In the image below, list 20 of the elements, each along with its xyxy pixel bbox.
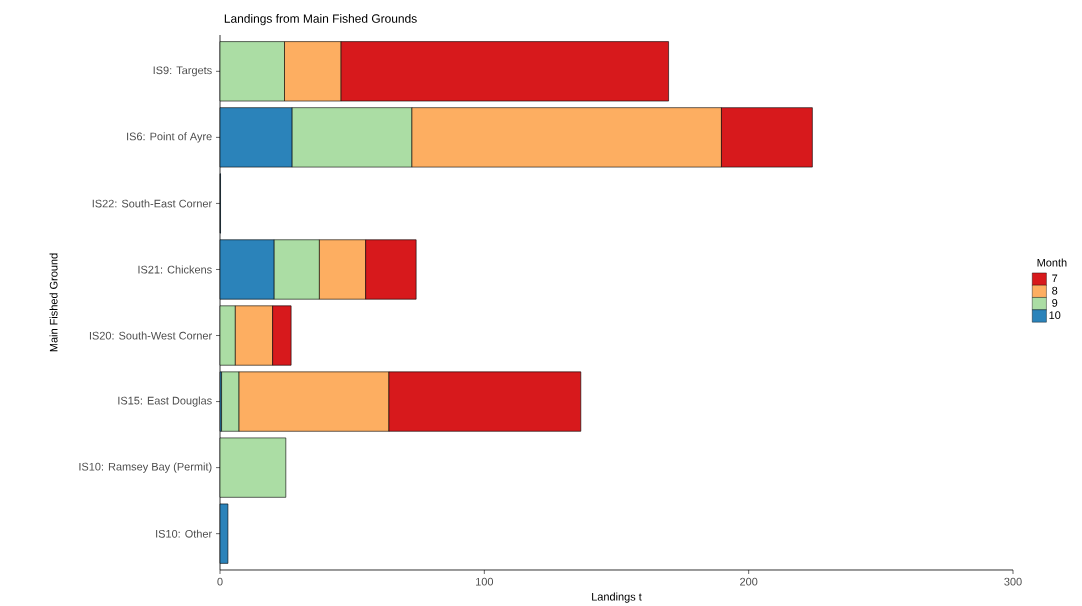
y-axis-title: Main Fished Ground	[49, 253, 58, 352]
x-tick-label: 200	[740, 577, 758, 586]
y-tick-label: IS6: Point of Ayre	[127, 132, 212, 143]
y-tick-label: IS10: Ramsey Bay (Permit)	[79, 462, 212, 473]
legend-label: 9	[1052, 298, 1058, 307]
y-tick-label: IS20: South-West Corner	[89, 331, 212, 340]
legend-label: 10	[1049, 311, 1061, 319]
legend-label: 7	[1052, 274, 1058, 282]
y-tick-label: IS9: Targets	[153, 66, 212, 77]
x-axis-title: Landings t	[592, 592, 642, 603]
y-tick-label: IS21: Chickens	[138, 265, 212, 274]
x-tick-label: 100	[476, 577, 494, 586]
y-tick-label: IS15: East Douglas	[118, 396, 212, 407]
x-tick-label: 300	[1004, 577, 1022, 586]
chart-title: Landings from Main Fished Grounds	[224, 13, 417, 25]
y-tick-label: IS22: South-East Corner	[92, 199, 212, 208]
legend-label: 8	[1052, 286, 1058, 295]
x-tick-label: 0	[217, 577, 223, 586]
y-tick-label: IS10: Other	[156, 529, 212, 538]
legend-title: Month	[1037, 258, 1067, 267]
